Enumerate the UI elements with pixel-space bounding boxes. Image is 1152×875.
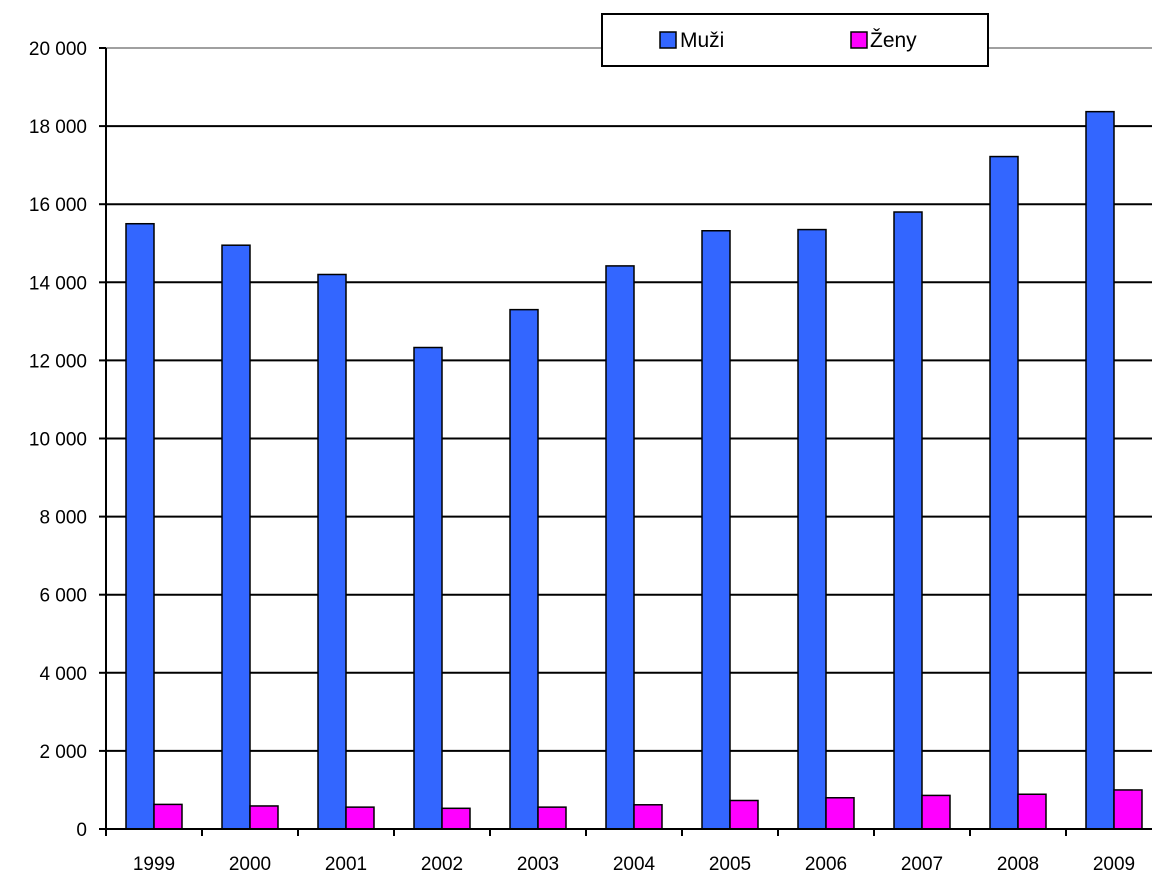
bar-muzi-2000 — [221, 244, 251, 830]
x-tick-label: 2002 — [421, 854, 463, 875]
bar-zeny-2004 — [633, 804, 663, 830]
bar-muzi-2006 — [797, 228, 827, 830]
bar-zeny-2000 — [249, 805, 279, 830]
bar-zeny-2001 — [345, 806, 375, 830]
x-tick-label: 2000 — [229, 854, 271, 875]
bar-zeny-2002 — [441, 807, 471, 830]
y-tick-label: 10 000 — [29, 430, 87, 451]
x-tick-label: 2008 — [997, 854, 1039, 875]
bar-zeny-2006 — [825, 797, 855, 830]
legend-swatch-zeny — [850, 31, 868, 49]
bar-muzi-2009 — [1085, 110, 1115, 830]
y-tick-label: 2 000 — [39, 742, 87, 763]
y-tick-label: 4 000 — [39, 664, 87, 685]
tick-labels: 0 2 000 4 000 6 000 8 000 10 000 12 000 14 000 1… — [29, 39, 1135, 875]
x-tick-label: 2006 — [805, 854, 847, 875]
y-tick-label: 8 000 — [39, 508, 87, 529]
y-tick-label: 12 000 — [29, 351, 87, 372]
y-tick-label: 0 — [76, 820, 87, 841]
bar-muzi-2004 — [605, 265, 635, 830]
bar-muzi-2007 — [893, 211, 923, 830]
y-tick-label: 6 000 — [39, 586, 87, 607]
legend-swatch-muzi — [659, 31, 677, 49]
x-tick-label: 2003 — [517, 854, 559, 875]
bars — [125, 110, 1143, 830]
x-tick-label: 2001 — [325, 854, 367, 875]
bar-zeny-1999 — [153, 803, 183, 830]
bar-zeny-2005 — [729, 799, 759, 830]
bar-muzi-2001 — [317, 273, 347, 830]
y-tick-label: 16 000 — [29, 195, 87, 216]
y-tick-label: 20 000 — [29, 39, 87, 60]
x-tick-label: 2007 — [901, 854, 943, 875]
x-tick-label: 2005 — [709, 854, 751, 875]
y-tick-label: 14 000 — [29, 273, 87, 294]
bar-zeny-2009 — [1113, 789, 1143, 830]
bar-muzi-2005 — [701, 230, 731, 830]
bar-zeny-2007 — [921, 794, 951, 830]
bar-muzi-2008 — [989, 155, 1019, 830]
bar-muzi-1999 — [125, 222, 155, 830]
x-tick-label: 2009 — [1093, 854, 1135, 875]
bar-zeny-2003 — [537, 806, 567, 830]
legend: Muži Ženy — [601, 13, 989, 67]
bar-muzi-2003 — [509, 308, 539, 830]
legend-label-zeny: Ženy — [870, 29, 917, 52]
legend-label-muzi: Muži — [680, 29, 724, 52]
y-tick-label: 18 000 — [29, 117, 87, 138]
x-tick-label: 1999 — [133, 854, 175, 875]
bar-muzi-2002 — [413, 346, 443, 830]
axes — [99, 47, 1152, 836]
x-tick-label: 2004 — [613, 854, 656, 875]
bar-zeny-2008 — [1017, 793, 1047, 830]
